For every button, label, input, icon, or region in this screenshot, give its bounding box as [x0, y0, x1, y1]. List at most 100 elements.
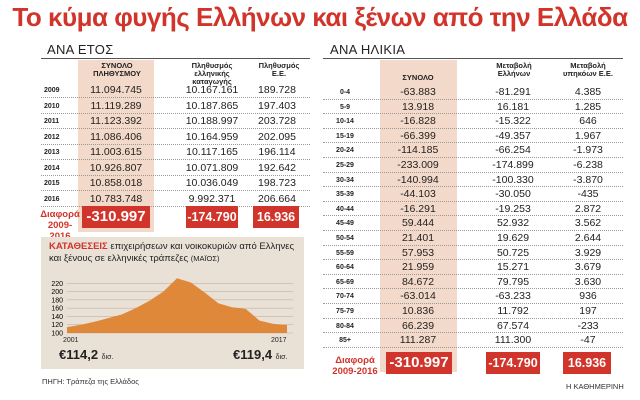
chart-start-value: €114,2 δισ. — [59, 347, 113, 362]
table-cell: -66.399 — [400, 129, 436, 142]
y-tick-label: 100 — [51, 331, 63, 338]
chart-title-unit: (ΜΑΪΟΣ) — [190, 254, 220, 263]
table-cell: -100.330 — [492, 173, 534, 186]
table-row-age: 50-54 — [336, 235, 354, 242]
page-title: Το κύμα φυγής Ελλήνων και ξένων από την … — [12, 2, 628, 32]
table-cell: 3.562 — [574, 217, 602, 230]
table-cell: 3.929 — [574, 246, 602, 259]
right-diff-label: Διαφορά 2009-2016 — [332, 355, 378, 377]
table-row-divider — [323, 332, 623, 334]
y-tick-label: 180 — [51, 297, 63, 304]
table-cell: 189.728 — [258, 84, 296, 96]
table-row-year: 2016 — [44, 195, 60, 203]
table-cell: -19.253 — [495, 202, 531, 215]
table-cell: 59.444 — [401, 217, 435, 230]
table-cell: -6.238 — [573, 159, 603, 171]
table-cell: 197 — [579, 305, 597, 317]
table-row-divider — [323, 156, 623, 158]
table-cell: 50.725 — [496, 246, 530, 259]
y-tick-label: 120 — [51, 322, 63, 329]
table-row-divider — [41, 174, 310, 176]
table-row-divider — [323, 288, 623, 290]
table-cell: 1.285 — [574, 100, 602, 113]
table-row-divider — [323, 259, 623, 261]
table-cell: 2.872 — [574, 202, 602, 215]
table-cell: 10.036.049 — [185, 177, 239, 189]
table-row-divider — [323, 200, 623, 202]
table-cell: -49.357 — [495, 129, 531, 142]
start-value-number: €114,2 — [59, 347, 99, 362]
table-row-age: 85+ — [339, 337, 351, 345]
table-row-divider — [41, 143, 310, 145]
table-row-divider — [323, 171, 623, 173]
chart-x-end-label: 2017 — [271, 337, 287, 344]
left-diff-eu: 16.936 — [253, 206, 299, 228]
table-row-divider — [323, 317, 623, 319]
table-cell: 11.086.406 — [90, 130, 142, 143]
table-cell: 111.300 — [494, 334, 532, 347]
table-cell: 202.095 — [258, 130, 296, 143]
left-header-eu: Πληθυσμός Ε.Ε. — [258, 61, 300, 78]
table-row-age: 20-24 — [336, 147, 354, 155]
table-cell: 19.629 — [496, 232, 530, 244]
right-header-total: ΣΥΝΟΛΟ — [402, 73, 434, 82]
source-note: ΠΗΓΗ: Τράπεζα της Ελλάδος — [42, 377, 139, 386]
table-cell: -114.185 — [397, 144, 439, 157]
table-cell: 67.574 — [496, 319, 530, 332]
table-cell: -1.973 — [573, 144, 603, 157]
table-row-age: 45-49 — [336, 220, 354, 228]
table-row-age: 0-4 — [339, 89, 351, 96]
right-section-underline — [323, 58, 623, 59]
left-total-shade — [78, 60, 154, 232]
chart-title-rest: επιχειρήσεων και νοικοκυριών από Ελληνες… — [49, 241, 295, 264]
table-cell: 10.167.161 — [185, 84, 239, 96]
chart-end-value: €119,4 δισ. — [233, 347, 287, 362]
table-cell: -63.883 — [400, 86, 436, 98]
table-cell: 66.239 — [401, 319, 435, 332]
table-cell: 4.385 — [574, 86, 602, 98]
table-cell: 11.119.289 — [90, 99, 142, 112]
table-row-divider — [323, 229, 623, 231]
table-row-age: 80-84 — [336, 322, 354, 330]
table-cell: 16.181 — [496, 100, 530, 113]
right-section-label: ΑΝΑ ΗΛΙΚΙΑ — [330, 42, 406, 57]
table-cell: 3.679 — [574, 261, 602, 274]
table-cell: 10.188.997 — [185, 115, 239, 127]
y-tick-label: 160 — [51, 306, 63, 313]
table-cell: 84.672 — [401, 275, 435, 288]
table-cell: 11.094.745 — [90, 84, 142, 96]
table-row-age: 65-69 — [336, 278, 354, 286]
table-cell: -47 — [580, 334, 596, 347]
table-cell: 10.836 — [401, 305, 435, 317]
chart-x-start-label: 2001 — [63, 337, 79, 344]
end-value-number: €119,4 — [233, 347, 273, 362]
table-row-age: 10-14 — [336, 118, 354, 126]
y-tick-label: 200 — [51, 289, 63, 296]
table-row-divider — [323, 113, 623, 115]
right-diff-total: -310.997 — [386, 352, 452, 374]
table-cell: 79.795 — [496, 275, 530, 288]
table-cell: 196.114 — [258, 146, 296, 158]
table-cell: 11.792 — [497, 305, 529, 317]
table-cell: -81.291 — [495, 86, 531, 98]
table-cell: 13.918 — [401, 100, 435, 113]
table-row-year: 2015 — [44, 180, 60, 187]
table-row-age: 15-19 — [336, 132, 354, 140]
left-diff-label: Διαφορά 2009-2016 — [40, 209, 80, 242]
table-cell: 936 — [579, 290, 597, 303]
table-row-divider — [323, 127, 623, 129]
table-row-age: 55-59 — [336, 249, 354, 257]
table-row-age: 25-29 — [336, 162, 354, 169]
table-row-age: 40-44 — [336, 205, 354, 213]
table-cell: 52.932 — [496, 217, 530, 230]
table-row-divider — [323, 98, 623, 100]
deposits-chart-panel: ΚΑΤΑΘΕΣΕΙΣ επιχειρήσεων και νοικοκυριών … — [41, 237, 304, 369]
y-tick-label: 140 — [51, 314, 63, 321]
table-cell: 10.071.809 — [185, 161, 239, 174]
table-cell: 10.164.959 — [185, 130, 239, 143]
table-cell: 9.992.371 — [188, 192, 236, 205]
table-cell: 197.403 — [258, 99, 296, 112]
table-row-divider — [323, 302, 623, 304]
chart-title: ΚΑΤΑΘΕΣΕΙΣ επιχειρήσεων και νοικοκυριών … — [49, 241, 299, 265]
table-cell: -16.291 — [400, 202, 436, 215]
